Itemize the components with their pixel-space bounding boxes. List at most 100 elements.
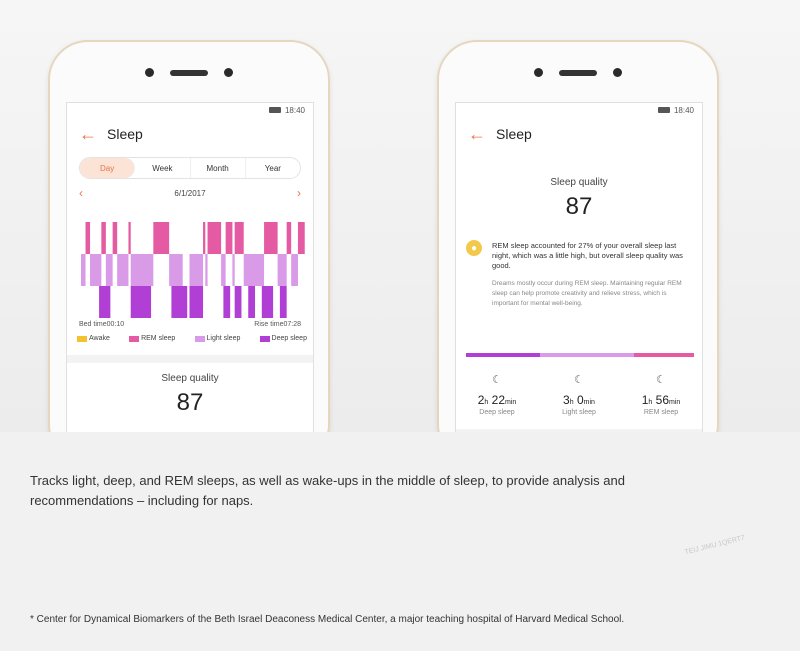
tab-year[interactable]: Year [264,163,281,173]
footnote: * Center for Dynamical Biomarkers of the… [30,614,625,625]
speaker-grille [559,70,597,76]
sleep-segment-light-sleep-3 [117,254,129,286]
sensor-icon [224,68,233,77]
stat-value: 2h 22min [477,393,517,407]
sleep-segment-deep-sleep-6 [248,286,256,318]
legend-awake: Awake [77,335,110,342]
sleep-segment-light-sleep-12 [291,254,298,286]
battery-icon [657,107,670,113]
sleep-segment-light-sleep-1 [90,254,102,286]
sleep-quality-label: Sleep quality [161,373,219,384]
phones-panel: 18:40 ← Sleep Day Week Month Year ‹ 6/1/… [0,0,800,432]
tab-week[interactable]: Week [135,158,191,178]
right-phone: 18:40 ← Sleep Sleep quality 87 ● REM sle… [437,40,719,432]
left-phone: 18:40 ← Sleep Day Week Month Year ‹ 6/1/… [48,40,330,432]
page-title: Sleep [496,126,532,142]
sleep-segment-light-sleep-0 [81,254,86,286]
sleep-segment-deep-sleep-7 [261,286,274,318]
status-time: 18:40 [284,105,305,115]
deep-swatch [259,335,270,342]
sleep-segment-light-sleep-9 [232,254,235,286]
stage-proportion-bar [466,353,694,357]
sleep-segment-deep-sleep-2 [171,286,188,318]
sleep-segment-rem-sleep-10 [286,222,292,254]
rem-swatch [129,335,140,342]
sleep-segment-deep-sleep-0 [99,286,111,318]
sleep-segment-deep-sleep-5 [234,286,242,318]
sleep-quality-value: 87 [176,389,204,416]
sleep-tip-detail: Dreams mostly occur during REM sleep. Ma… [492,280,682,307]
sleep-stage-chart [81,222,305,318]
sleep-segment-light-sleep-6 [189,254,204,286]
bar-deep-segment [466,353,540,357]
sleep-segment-deep-sleep-3 [189,286,204,318]
legend-light: Light sleep [194,335,240,342]
back-arrow-icon[interactable]: ← [79,123,97,144]
chart-legend: Awake REM sleep Light sleep Deep sleep [77,335,307,342]
battery-icon [268,107,281,113]
chevron-right-icon[interactable]: › [296,186,301,200]
divider [67,355,313,363]
right-screen: 18:40 ← Sleep Sleep quality 87 ● REM sle… [455,102,703,432]
sleep-segment-light-sleep-4 [130,254,154,286]
moon-icon: ☾ [574,374,584,386]
bar-light-segment [539,353,634,357]
time-range: Bed time00:10 Rise time07:28 [79,321,301,328]
stat-light-sleep: ☾ 3h 0min Light sleep [538,373,620,416]
tab-day[interactable]: Day [80,158,136,178]
page-title: Sleep [107,126,143,142]
stage-durations: ☾ 2h 22min Deep sleep ☾ 3h 0min Light sl… [456,373,702,416]
sleep-segment-deep-sleep-8 [279,286,287,318]
sleep-segment-rem-sleep-8 [234,222,244,254]
sleep-segment-light-sleep-11 [277,254,287,286]
legend-rem: REM sleep [129,335,175,342]
sleep-segment-rem-sleep-5 [203,222,206,254]
rise-time: Rise time07:28 [254,321,301,328]
lightbulb-icon: ● [466,240,482,256]
legend-deep: Deep sleep [259,335,307,342]
sleep-segment-rem-sleep-0 [85,222,91,254]
stat-value: 3h 0min [563,393,595,407]
back-arrow-icon[interactable]: ← [468,123,486,144]
stat-label: Light sleep [562,409,596,416]
stat-deep-sleep: ☾ 2h 22min Deep sleep [456,373,538,416]
status-time: 18:40 [673,105,694,115]
speaker-grille [170,70,208,76]
front-camera-icon [145,68,154,77]
front-camera-icon [534,68,543,77]
period-tabs: Day Week Month Year [79,157,301,179]
sleep-segment-rem-sleep-11 [297,222,305,254]
sleep-segment-rem-sleep-7 [225,222,233,254]
watermark: TEIJ JIMU 1QERT7 [684,534,746,557]
moon-icon: ☾ [492,374,502,386]
stat-value: 1h 56min [641,393,681,407]
sleep-segment-rem-sleep-3 [128,222,131,254]
sensor-icon [613,68,622,77]
date-navigator: ‹ 6/1/2017 › [67,183,313,203]
sleep-segment-rem-sleep-9 [264,222,278,254]
sleep-quality-value: 87 [565,193,593,220]
awake-swatch [77,335,87,342]
sleep-segment-light-sleep-2 [105,254,113,286]
status-bar: 18:40 [456,103,702,117]
sleep-tip-summary: REM sleep accounted for 27% of your over… [492,241,683,270]
sleep-segment-light-sleep-8 [221,254,226,286]
sleep-segment-rem-sleep-2 [112,222,118,254]
sleep-segment-light-sleep-5 [169,254,183,286]
sleep-segment-light-sleep-10 [243,254,265,286]
light-swatch [194,335,205,342]
current-date: 6/1/2017 [174,188,206,198]
sleep-segment-rem-sleep-6 [207,222,222,254]
divider [456,429,702,432]
sleep-segment-light-sleep-7 [205,254,208,286]
stat-rem-sleep: ☾ 1h 56min REM sleep [620,373,702,416]
stat-label: REM sleep [643,409,679,416]
sleep-segment-deep-sleep-4 [223,286,231,318]
chevron-left-icon[interactable]: ‹ [79,186,83,200]
stat-label: Deep sleep [479,409,515,416]
feature-caption: Tracks light, deep, and REM sleeps, as w… [30,473,625,508]
left-screen: 18:40 ← Sleep Day Week Month Year ‹ 6/1/… [66,102,314,432]
sleep-segment-rem-sleep-4 [153,222,170,254]
status-bar: 18:40 [67,103,313,117]
tab-month[interactable]: Month [191,158,246,178]
